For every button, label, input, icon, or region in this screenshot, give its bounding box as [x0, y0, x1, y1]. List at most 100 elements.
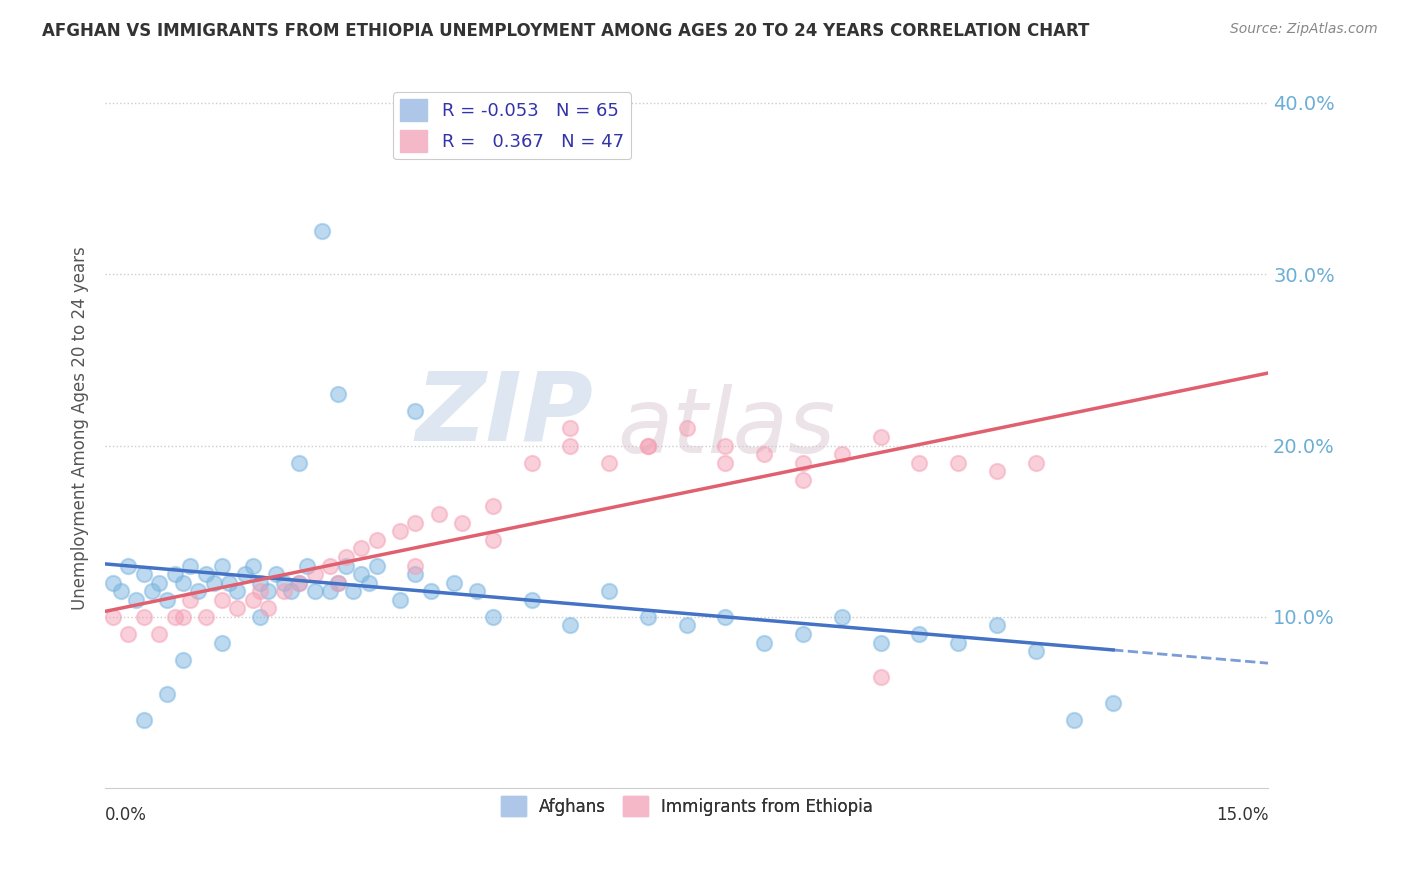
Point [637, 438, 659, 452]
Point [319, 584, 342, 599]
Point [404, 404, 426, 418]
Point [211, 592, 233, 607]
Point [357, 575, 380, 590]
Point [1063, 713, 1085, 727]
Point [1025, 456, 1047, 470]
Point [132, 567, 155, 582]
Point [419, 584, 441, 599]
Point [675, 618, 697, 632]
Point [560, 438, 582, 452]
Point [295, 558, 318, 573]
Point [326, 387, 349, 401]
Point [754, 635, 776, 649]
Point [637, 610, 659, 624]
Legend: Afghans, Immigrants from Ethiopia: Afghans, Immigrants from Ethiopia [494, 789, 879, 823]
Point [242, 592, 264, 607]
Point [280, 584, 302, 599]
Point [520, 456, 543, 470]
Point [443, 575, 465, 590]
Point [195, 567, 218, 582]
Point [598, 584, 620, 599]
Point [482, 533, 505, 547]
Point [404, 567, 426, 582]
Point [792, 456, 814, 470]
Text: ZIP: ZIP [416, 368, 593, 460]
Text: atlas: atlas [617, 384, 835, 473]
Point [148, 627, 170, 641]
Point [714, 456, 737, 470]
Text: Source: ZipAtlas.com: Source: ZipAtlas.com [1230, 22, 1378, 37]
Point [350, 541, 373, 556]
Point [163, 610, 186, 624]
Point [226, 584, 249, 599]
Point [172, 653, 194, 667]
Point [869, 670, 891, 684]
Point [560, 421, 582, 435]
Point [273, 584, 295, 599]
Point [1025, 644, 1047, 658]
Point [792, 473, 814, 487]
Point [366, 533, 388, 547]
Point [172, 575, 194, 590]
Point [714, 610, 737, 624]
Point [179, 558, 201, 573]
Point [427, 507, 450, 521]
Point [242, 558, 264, 573]
Point [908, 456, 931, 470]
Point [156, 687, 179, 701]
Point [156, 592, 179, 607]
Point [125, 592, 148, 607]
Point [117, 627, 139, 641]
Point [946, 635, 969, 649]
Point [211, 635, 233, 649]
Point [482, 499, 505, 513]
Point [986, 618, 1008, 632]
Point [335, 558, 357, 573]
Point [249, 575, 271, 590]
Point [257, 601, 280, 615]
Point [560, 618, 582, 632]
Point [202, 575, 225, 590]
Point [172, 610, 194, 624]
Text: 0.0%: 0.0% [105, 806, 148, 824]
Y-axis label: Unemployment Among Ages 20 to 24 years: Unemployment Among Ages 20 to 24 years [72, 246, 89, 610]
Point [388, 524, 411, 539]
Point [218, 575, 240, 590]
Point [482, 610, 505, 624]
Point [304, 584, 326, 599]
Point [675, 421, 697, 435]
Point [117, 558, 139, 573]
Point [195, 610, 218, 624]
Point [257, 584, 280, 599]
Point [754, 447, 776, 461]
Point [141, 584, 163, 599]
Point [163, 567, 186, 582]
Text: 15.0%: 15.0% [1216, 806, 1268, 824]
Point [211, 558, 233, 573]
Point [831, 447, 853, 461]
Text: AFGHAN VS IMMIGRANTS FROM ETHIOPIA UNEMPLOYMENT AMONG AGES 20 TO 24 YEARS CORREL: AFGHAN VS IMMIGRANTS FROM ETHIOPIA UNEMP… [42, 22, 1090, 40]
Point [304, 567, 326, 582]
Point [233, 567, 256, 582]
Point [132, 610, 155, 624]
Point [226, 601, 249, 615]
Point [831, 610, 853, 624]
Point [467, 584, 489, 599]
Point [101, 610, 124, 624]
Point [249, 610, 271, 624]
Point [792, 627, 814, 641]
Point [179, 592, 201, 607]
Point [908, 627, 931, 641]
Point [148, 575, 170, 590]
Point [264, 567, 287, 582]
Point [273, 575, 295, 590]
Point [869, 635, 891, 649]
Point [404, 516, 426, 530]
Point [869, 430, 891, 444]
Point [598, 456, 620, 470]
Point [1102, 696, 1125, 710]
Point [326, 575, 349, 590]
Point [520, 592, 543, 607]
Point [335, 549, 357, 564]
Point [404, 558, 426, 573]
